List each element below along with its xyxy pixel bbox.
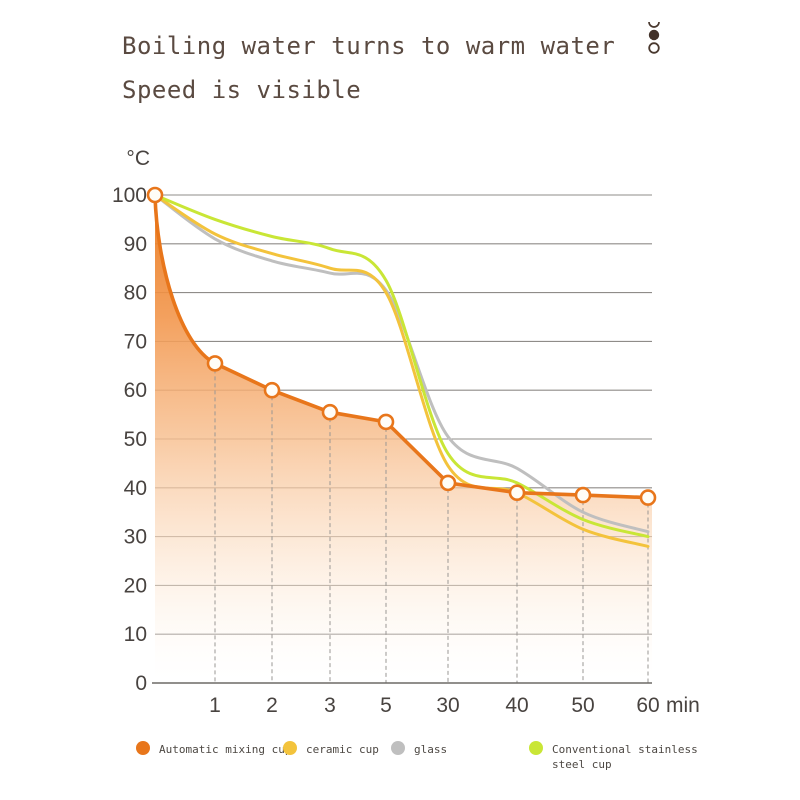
dots-icon [648,21,660,54]
chart-canvas: 0 10 20 30 40 50 60 70 80 90 100 °C 1 2 3 5 30 40 50 60 min [112,147,700,717]
y-axis-unit-label: °C [126,147,150,170]
legend-item-conventional-stainless-steel-cup: Conventional stainless steel cup [529,741,704,772]
area-fill-automatic-mixing-cup [155,195,652,683]
x-tick-label-3: 3 [324,694,336,717]
page-title-line-2: Speed is visible [122,76,362,104]
y-tick-label-40: 40 [124,477,147,500]
y-tick-label-80: 80 [124,282,147,305]
title-block: Boiling water turns to warm water Speed … [122,24,615,112]
outline-dot-icon [648,42,660,54]
x-tick-label-30: 30 [436,694,459,717]
x-tick-label-2: 2 [266,694,278,717]
y-tick-label-0: 0 [135,672,147,695]
y-tick-label-70: 70 [124,330,147,353]
filled-dot-icon [648,29,660,41]
legend-dot-conventional-stainless-steel-cup [529,741,543,755]
legend-item-glass: glass [391,741,447,757]
data-point-marker-40min [508,484,526,502]
y-tick-label-90: 90 [124,233,147,256]
y-tick-label-50: 50 [124,428,147,451]
data-point-marker-50min [574,486,592,504]
y-tick-label-30: 30 [124,526,147,549]
data-point-marker-1min [206,355,224,372]
legend-dot-glass [391,741,405,755]
legend-item-automatic-mixing-cup: Automatic mixing cup [136,741,291,757]
x-tick-label-5: 5 [380,694,392,717]
data-point-marker-60min [639,489,657,506]
data-point-marker-2min [263,381,281,399]
data-point-marker-0min [146,186,164,204]
legend-label-ceramic-cup: ceramic cup [306,743,379,756]
x-tick-label-50: 50 [571,694,594,717]
y-tick-label-100: 100 [112,184,147,207]
y-tick-label-10: 10 [124,623,147,646]
chart-legend: Automatic mixing cup ceramic cup glass Conv… [0,741,800,791]
data-point-marker-30min [439,474,457,492]
series-line-glass [153,193,650,534]
legend-label-glass: glass [414,743,448,756]
decorative-dots [646,14,662,63]
data-point-marker-5min [377,413,395,431]
x-tick-label-1: 1 [209,694,221,717]
legend-label-automatic-mixing-cup: Automatic mixing cup [159,743,292,756]
legend-dot-automatic-mixing-cup [136,741,150,755]
series-line-ceramic-cup [153,193,650,548]
y-tick-label-60: 60 [124,379,147,402]
legend-dot-ceramic-cup [283,741,297,755]
data-point-marker-3min [321,403,339,421]
page-title-line-1: Boiling water turns to warm water [122,32,616,60]
legend-item-ceramic-cup: ceramic cup [283,741,379,757]
x-tick-label-60: 60 [636,694,659,717]
x-axis-unit-label: min [666,694,700,717]
cooling-curve-chart: 0 10 20 30 40 50 60 70 80 90 100 °C 1 2 3 5 30 40 50 60 min [0,130,800,750]
y-tick-label-20: 20 [124,574,147,597]
legend-label-conventional-stainless-steel-cup: Conventional stainless steel cup [552,743,698,771]
series-line-conventional-stainless-steel-cup [153,193,650,539]
x-tick-label-40: 40 [505,694,528,717]
half-circle-icon [648,21,660,28]
